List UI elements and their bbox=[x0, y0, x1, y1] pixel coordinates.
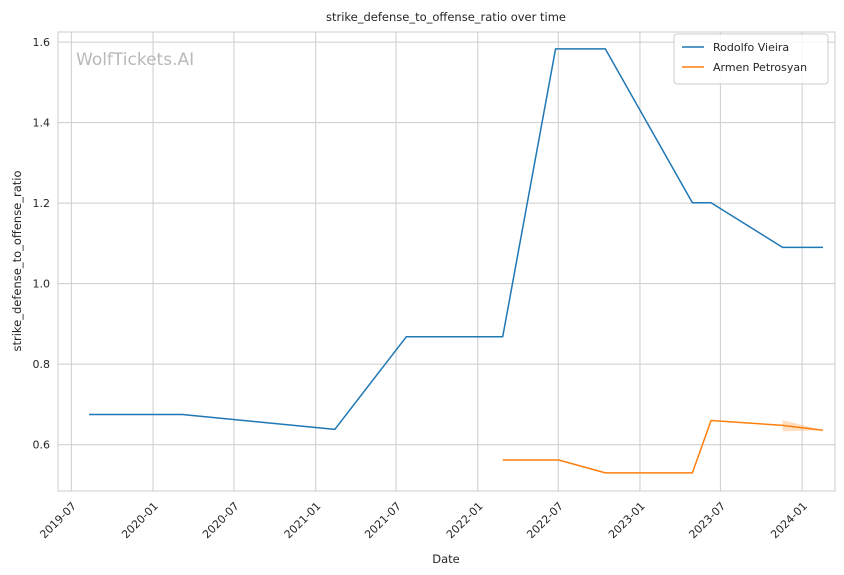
y-tick-label: 1.4 bbox=[33, 117, 51, 130]
series-line bbox=[502, 419, 824, 474]
x-tick-label: 2019-07 bbox=[37, 500, 79, 542]
x-tick-label: 2023-07 bbox=[686, 500, 728, 542]
grid bbox=[58, 32, 835, 491]
x-tick-label: 2023-01 bbox=[606, 500, 648, 542]
plot-area bbox=[57, 31, 836, 492]
x-tick-label: 2020-01 bbox=[119, 500, 161, 542]
legend-label: Armen Petrosyan bbox=[713, 61, 807, 74]
x-tick-label: 2024-01 bbox=[768, 500, 810, 542]
x-tick-label: 2021-01 bbox=[282, 500, 324, 542]
x-tick-label: 2022-07 bbox=[524, 500, 566, 542]
y-tick-label: 1.2 bbox=[33, 197, 51, 210]
chart-title: strike_defense_to_offense_ratio over tim… bbox=[326, 10, 566, 24]
legend-box bbox=[673, 33, 829, 85]
legend: Rodolfo Vieira Armen Petrosyan bbox=[673, 33, 829, 85]
y-tick-label: 0.6 bbox=[33, 439, 51, 452]
x-axis-ticks: 2019-07 2020-01 2020-07 2021-01 2021-07 2022-… bbox=[37, 500, 809, 542]
y-tick-label: 1.6 bbox=[33, 36, 51, 49]
y-axis-ticks: 0.6 0.8 1.0 1.2 1.4 1.6 bbox=[33, 36, 51, 452]
series-lines bbox=[89, 48, 824, 474]
x-tick-label: 2020-07 bbox=[200, 500, 242, 542]
x-axis-label: Date bbox=[432, 552, 460, 566]
y-axis-label: strike_defense_to_offense_ratio bbox=[10, 170, 24, 351]
x-tick-label: 2021-07 bbox=[362, 500, 404, 542]
x-tick-label: 2022-01 bbox=[444, 500, 486, 542]
y-tick-label: 0.8 bbox=[33, 358, 51, 371]
watermark: WolfTickets.AI bbox=[76, 50, 194, 70]
y-tick-label: 1.0 bbox=[33, 278, 51, 291]
series-line bbox=[89, 48, 824, 431]
legend-label: Rodolfo Vieira bbox=[713, 41, 789, 54]
